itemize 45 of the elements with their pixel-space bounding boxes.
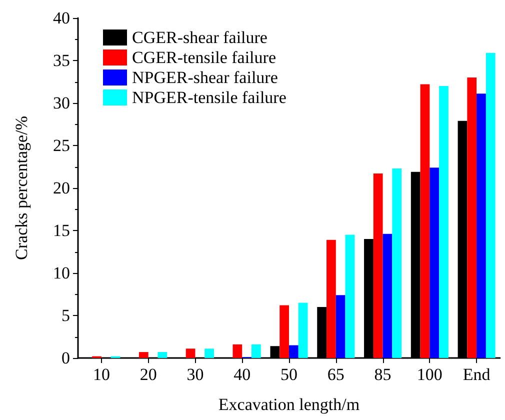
x-axis-title: Excavation length/m: [218, 395, 360, 414]
legend-label: CGER-shear failure: [132, 28, 268, 47]
bar: [298, 302, 308, 358]
x-tick-label: 100: [416, 365, 442, 384]
x-tick-label: 40: [234, 365, 251, 384]
legend-label: CGER-tensile failure: [132, 48, 276, 67]
bar: [430, 168, 440, 358]
bar: [336, 295, 346, 358]
x-tick-label: End: [462, 365, 491, 384]
bar: [439, 86, 448, 358]
y-tick-label: 30: [53, 94, 70, 112]
legend-label: NPGER-shear failure: [132, 68, 278, 87]
y-tick-label: 40: [53, 8, 70, 28]
bar: [420, 84, 430, 358]
x-tick-label: 10: [92, 365, 110, 384]
x-tick-label: 65: [327, 365, 344, 384]
y-tick-label: 35: [53, 51, 70, 70]
y-tick-label: 15: [53, 221, 70, 240]
bar: [467, 78, 477, 358]
y-tick-label: 10: [53, 264, 70, 282]
y-tick-label: 20: [53, 178, 70, 198]
y-tick-label: 25: [53, 136, 70, 155]
bar: [280, 305, 289, 358]
bar: [326, 240, 336, 358]
bar: [486, 52, 496, 358]
y-tick-label: 5: [62, 306, 70, 325]
x-tick-label: 20: [140, 365, 157, 384]
bar: [204, 348, 214, 358]
legend-label: NPGER-tensile failure: [132, 88, 286, 107]
bar: [251, 344, 261, 358]
y-tick-label: 0: [62, 348, 70, 368]
bar: [186, 348, 196, 358]
bar: [476, 94, 486, 358]
y-axis-title: Cracks percentage/%: [12, 116, 31, 260]
x-tick-label: 50: [280, 365, 298, 384]
x-tick-label: 85: [374, 365, 392, 384]
bar: [138, 352, 148, 358]
bar: [232, 344, 242, 358]
bar: [373, 174, 383, 358]
bar: [289, 345, 298, 358]
bar: [382, 234, 392, 358]
bar: [392, 168, 402, 358]
bar: [158, 352, 168, 358]
x-tick-label: 30: [186, 365, 204, 384]
bar: [345, 234, 355, 358]
